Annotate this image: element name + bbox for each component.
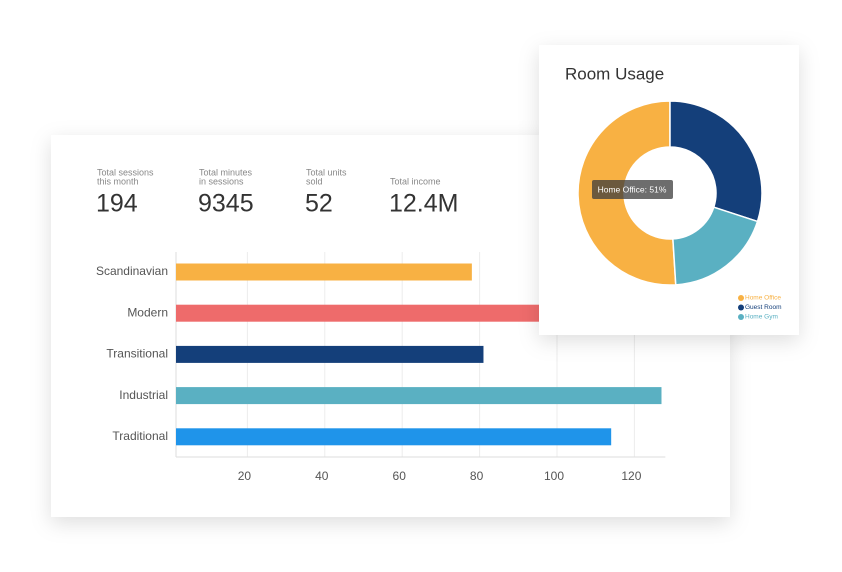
x-tick-label: 100 xyxy=(544,469,564,483)
pie-title: Room Usage xyxy=(565,64,664,83)
donut-slice xyxy=(577,100,677,286)
x-tick-label: 120 xyxy=(621,469,641,483)
x-tick-label: 20 xyxy=(238,469,252,483)
x-tick-label: 40 xyxy=(315,469,329,483)
bar xyxy=(176,387,662,405)
stat-label: this month xyxy=(97,176,139,186)
y-tick-label: Industrial xyxy=(119,388,168,402)
stat-label: Total units xyxy=(306,167,347,177)
stat-label: sold xyxy=(306,176,323,186)
bar-chart: 20 40 60 80 100 120 Scandinavian Modern Transiti… xyxy=(96,252,666,483)
bar xyxy=(176,304,577,322)
legend-swatch xyxy=(738,314,744,320)
y-tick-label: Traditional xyxy=(112,429,168,443)
stat-value: 12.4M xyxy=(389,190,458,218)
stat-value: 194 xyxy=(96,190,138,218)
donut-slice xyxy=(672,206,759,286)
bar xyxy=(176,428,612,446)
legend-label: Home Office xyxy=(745,295,781,302)
bar xyxy=(176,263,472,281)
x-tick-label: 60 xyxy=(393,469,407,483)
legend-swatch xyxy=(738,304,744,311)
stat-value: 52 xyxy=(305,190,333,218)
legend-label: Guest Room xyxy=(745,304,782,311)
y-tick-label: Scandinavian xyxy=(96,264,168,278)
legend-label: Home Gym xyxy=(745,314,778,321)
legend-swatch xyxy=(738,295,744,301)
stat-label: Total minutes xyxy=(199,167,253,177)
bar xyxy=(176,345,484,363)
tooltip-box xyxy=(592,180,673,199)
pie-chart: Home Office: 51% Home Office Guest Room Hom… xyxy=(577,100,782,321)
tooltip: Home Office: 51% xyxy=(598,184,667,194)
y-tick-label: Transitional xyxy=(106,347,168,361)
x-tick-label: 80 xyxy=(470,469,484,483)
donut-slice xyxy=(669,100,763,223)
stat-label: in sessions xyxy=(199,176,244,186)
stat-label: Total income xyxy=(390,176,441,186)
y-tick-label: Modern xyxy=(127,305,168,319)
stat-value: 9345 xyxy=(198,190,254,218)
stat-label: Total sessions xyxy=(97,167,154,177)
